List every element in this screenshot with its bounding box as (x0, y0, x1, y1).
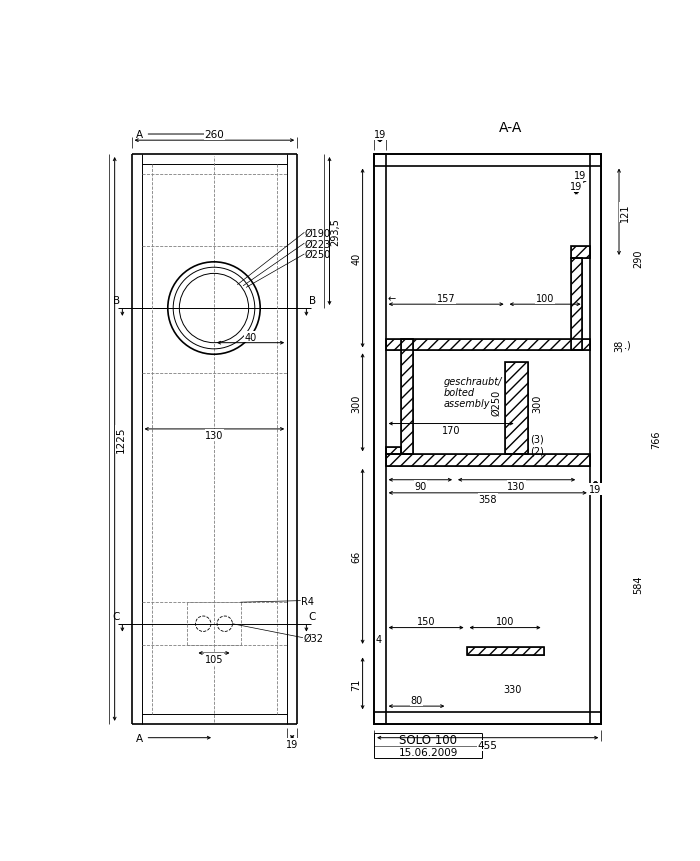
Text: C: C (113, 611, 120, 622)
Text: Ø250: Ø250 (491, 390, 501, 416)
Text: 150: 150 (417, 616, 435, 627)
Text: geschraubt/: geschraubt/ (444, 377, 502, 387)
Text: 40: 40 (351, 252, 361, 265)
Text: (3): (3) (531, 435, 544, 444)
Text: 293,5: 293,5 (330, 218, 341, 245)
Text: Ø32: Ø32 (303, 633, 323, 643)
Bar (401, 339, 413, 455)
Bar (505, 362, 528, 455)
Bar (374, 155, 601, 166)
Bar (374, 712, 601, 724)
Text: A-A: A-A (499, 121, 522, 135)
Text: 290: 290 (634, 250, 643, 268)
Text: 121: 121 (620, 203, 630, 222)
Bar (374, 155, 386, 724)
Text: 19: 19 (570, 183, 582, 192)
Text: 300: 300 (351, 393, 361, 412)
Text: 90: 90 (414, 481, 426, 492)
Text: 130: 130 (205, 430, 223, 441)
Text: 157: 157 (437, 294, 456, 304)
Bar (589, 155, 601, 724)
Text: 105: 105 (204, 654, 223, 665)
Text: SOLO 100: SOLO 100 (399, 733, 457, 746)
Text: Ø250: Ø250 (305, 250, 331, 260)
Text: 66: 66 (351, 550, 361, 563)
Text: (2): (2) (531, 446, 545, 456)
Text: 80: 80 (410, 695, 423, 705)
Bar (570, 258, 582, 351)
Text: Ø223: Ø223 (305, 239, 331, 249)
Text: 19: 19 (286, 739, 298, 749)
Text: A: A (136, 733, 144, 743)
Bar (386, 448, 401, 455)
Bar (386, 339, 589, 351)
Text: 330: 330 (503, 684, 522, 694)
Text: (1): (1) (617, 340, 631, 350)
Text: B: B (309, 296, 316, 306)
Text: Ø190: Ø190 (305, 228, 331, 238)
Text: ←: ← (388, 294, 396, 304)
Text: R4: R4 (301, 596, 314, 606)
Text: 100: 100 (496, 616, 514, 627)
Bar (374, 155, 601, 166)
Text: 38: 38 (614, 339, 624, 351)
Text: 766: 766 (651, 430, 661, 449)
Text: 455: 455 (478, 740, 498, 751)
Text: 130: 130 (508, 481, 526, 492)
Text: 19: 19 (574, 170, 587, 181)
Text: 584: 584 (634, 574, 643, 593)
Bar (386, 448, 401, 455)
Text: 170: 170 (442, 425, 461, 435)
Text: 15.06.2009: 15.06.2009 (398, 747, 458, 758)
Text: 40: 40 (244, 332, 257, 342)
Bar (401, 339, 413, 455)
Text: 4: 4 (376, 634, 382, 644)
Text: C: C (309, 611, 316, 622)
Bar (374, 155, 601, 724)
Text: 19: 19 (589, 485, 602, 494)
Bar (386, 339, 589, 351)
Bar (467, 647, 544, 654)
Text: A: A (136, 130, 144, 139)
Bar (374, 712, 601, 724)
Text: 300: 300 (532, 393, 542, 412)
Bar (386, 455, 589, 467)
Bar (467, 647, 544, 654)
Text: assembly: assembly (444, 399, 490, 408)
Text: 71: 71 (351, 678, 361, 690)
Text: 100: 100 (536, 294, 554, 304)
Text: 260: 260 (204, 130, 224, 139)
Text: bolted: bolted (444, 387, 475, 398)
Text: 1225: 1225 (116, 426, 126, 453)
Bar (505, 362, 528, 455)
Bar (374, 155, 386, 724)
Text: B: B (113, 296, 120, 306)
Text: 19: 19 (374, 130, 386, 139)
Bar (386, 455, 589, 467)
Bar (570, 247, 589, 258)
Text: 358: 358 (479, 494, 497, 505)
Bar (570, 247, 589, 258)
Bar (589, 155, 601, 724)
Bar (570, 258, 582, 351)
